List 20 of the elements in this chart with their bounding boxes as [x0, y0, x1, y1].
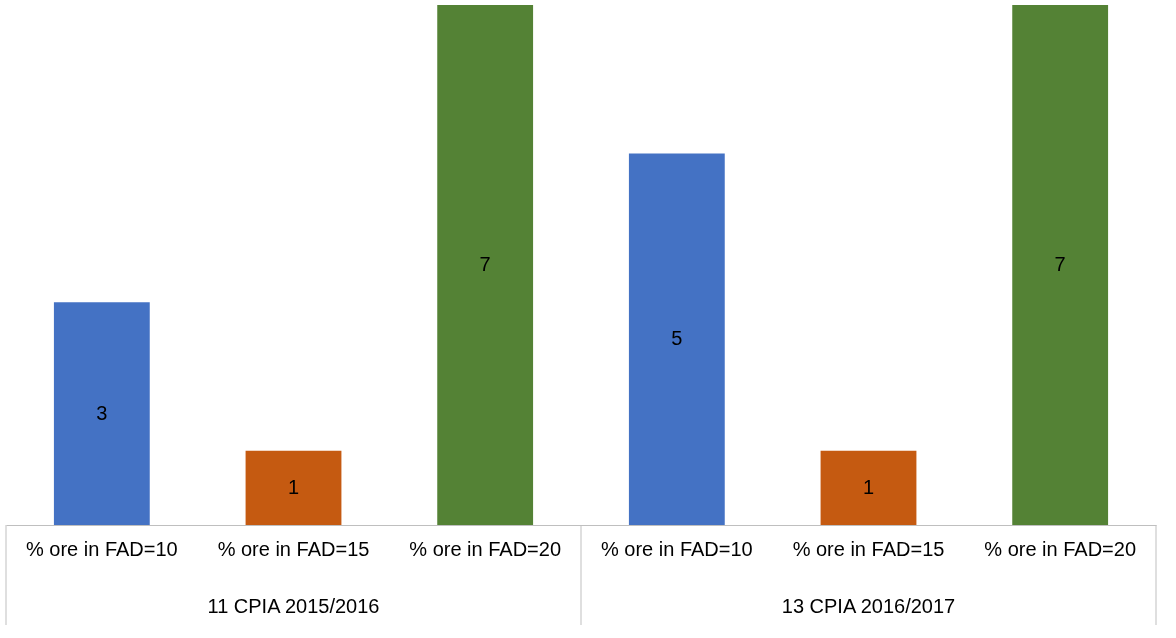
text: 11 CPIA 2015/2016 — [207, 595, 380, 617]
data-label: 3 — [96, 401, 108, 424]
x-tick-label: % ore in FAD=15 — [217, 537, 370, 560]
bar — [1012, 5, 1109, 525]
data-label: 5 — [671, 327, 683, 350]
bar — [628, 153, 725, 525]
bar — [437, 5, 534, 525]
bar — [245, 450, 342, 525]
x-tick-label: % ore in FAD=10 — [25, 537, 178, 560]
bar — [53, 302, 150, 525]
x-tick-label: % ore in FAD=20 — [409, 537, 562, 560]
data-label: 1 — [862, 475, 875, 498]
text: 13 CPIA 2016/2017 — [781, 595, 956, 617]
data-label: 7 — [1054, 253, 1066, 275]
data-label: 1 — [287, 475, 300, 498]
x-tick-label: % ore in FAD=15 — [792, 537, 945, 560]
data-label: 7 — [479, 253, 491, 275]
x-tick-label: % ore in FAD=20 — [984, 537, 1137, 560]
bar — [820, 450, 917, 525]
x-tick-label: % ore in FAD=10 — [600, 537, 753, 560]
